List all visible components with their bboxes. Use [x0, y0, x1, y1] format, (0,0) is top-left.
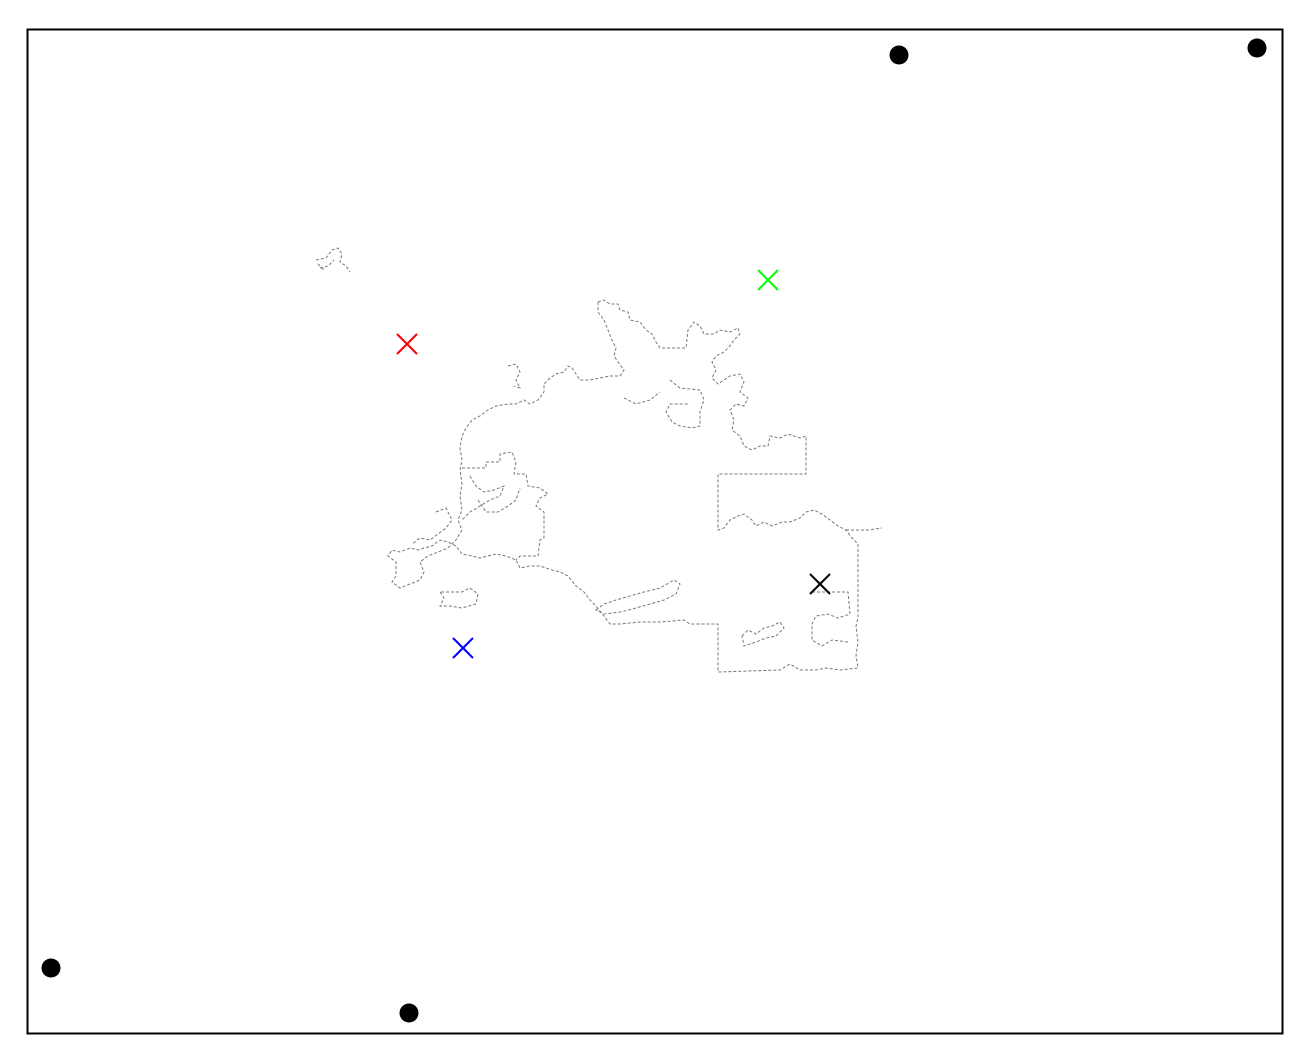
- red-x-marker: [396, 333, 418, 355]
- west-lobe-inner: [411, 475, 521, 545]
- main-boundary-outline: [387, 299, 859, 673]
- east-interior-notch: [811, 591, 851, 647]
- east-tail: [846, 527, 883, 531]
- southwest-pocket: [439, 587, 479, 609]
- black-x-marker: [809, 573, 831, 595]
- markers-layer: [396, 269, 831, 659]
- green-x-marker: [757, 269, 779, 291]
- dots-layer: [41, 38, 1267, 1023]
- northwest-fragment: [315, 247, 351, 273]
- blue-x-marker: [452, 637, 474, 659]
- southeast-inner-pocket: [741, 621, 785, 647]
- north-interior-pocket: [623, 379, 705, 429]
- dot-top-right: [1247, 38, 1267, 58]
- south-elongated-pocket: [595, 579, 681, 615]
- north-small-fragment: [507, 363, 521, 389]
- region-boundary: [315, 247, 883, 673]
- dot-bottom-left: [41, 958, 61, 978]
- map-frame: [26, 28, 1284, 1035]
- west-lobe-detail: [462, 451, 549, 561]
- dot-bottom-center: [399, 1003, 419, 1023]
- dot-top-center: [889, 45, 909, 65]
